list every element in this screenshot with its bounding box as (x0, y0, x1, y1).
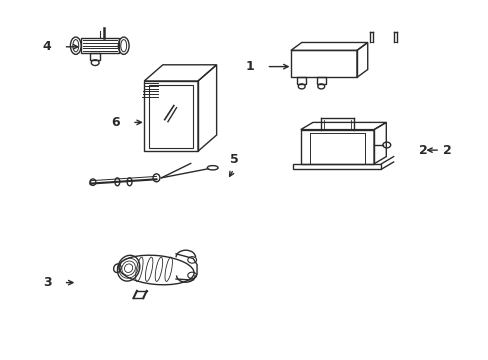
Text: 2: 2 (418, 144, 427, 157)
Text: 6: 6 (111, 116, 120, 129)
Text: 5: 5 (230, 153, 239, 166)
Text: 3: 3 (42, 276, 51, 289)
Text: 4: 4 (42, 40, 51, 53)
Text: 2: 2 (442, 144, 450, 157)
Text: 1: 1 (245, 60, 254, 73)
